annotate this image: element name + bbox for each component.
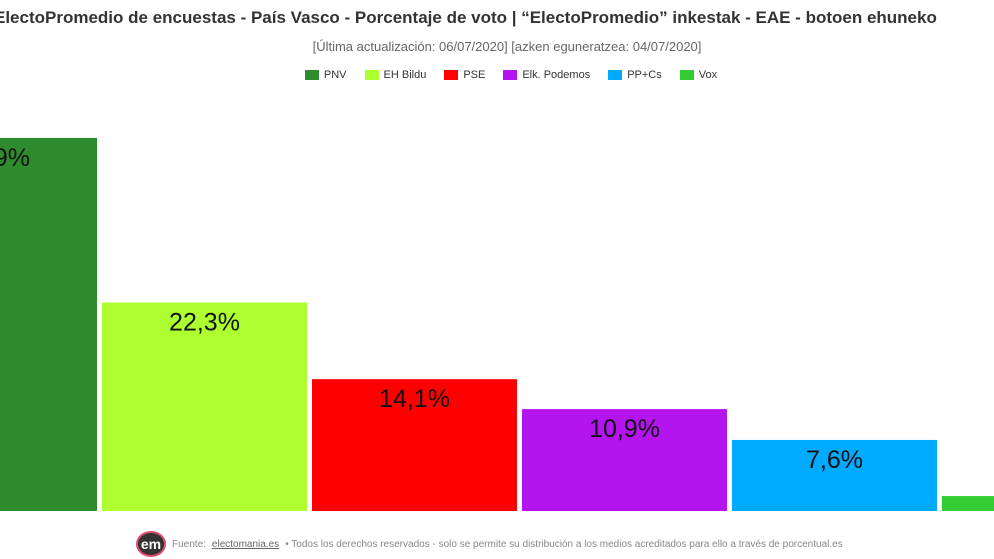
legend-item-pnv[interactable]: PNV	[304, 67, 347, 83]
legend-swatch	[364, 70, 379, 80]
logo-text: em	[140, 536, 162, 552]
legend-label: Elk. Podemos	[522, 69, 591, 81]
bar-value-label: 39,9%	[0, 144, 30, 172]
legend-swatch	[608, 70, 623, 80]
legend-swatch	[444, 70, 459, 80]
electomania-logo: em	[136, 531, 166, 557]
legend-swatch	[679, 70, 694, 80]
bar-elk-podemos[interactable]	[522, 409, 727, 511]
bar-vox[interactable]	[942, 496, 994, 511]
bar-eh-bildu[interactable]	[102, 302, 307, 511]
footer-link[interactable]: electomania.es	[211, 538, 280, 550]
chart-subtitle: [Última actualización: 06/07/2020] [azke…	[312, 39, 702, 54]
legend-label: EH Bildu	[383, 69, 427, 81]
bar-value-label: 10,9%	[589, 415, 660, 443]
legend-swatch	[503, 70, 518, 80]
bar-value-label: 7,6%	[806, 446, 863, 474]
footer-rights: • Todos los derechos reservados - solo s…	[285, 538, 843, 550]
legend-label: Vox	[698, 69, 718, 81]
legend: PNV EH Bildu PSE Elk. Podemos PP+Cs Vox	[0, 67, 994, 83]
footer-prefix: Fuente:	[172, 538, 206, 550]
legend-item-pp-cs[interactable]: PP+Cs	[608, 67, 662, 83]
legend-item-vox[interactable]: Vox	[679, 67, 718, 83]
chart-title: ElectoPromedio de encuestas - País Vasco…	[0, 8, 937, 27]
legend-label: PP+Cs	[627, 69, 662, 81]
legend-item-eh-bildu[interactable]: EH Bildu	[364, 67, 427, 83]
legend-label: PSE	[463, 69, 486, 81]
bar-value-label: 14,1%	[379, 385, 450, 413]
legend-swatch	[304, 70, 319, 80]
bar-pnv[interactable]	[0, 137, 97, 511]
bar-pse[interactable]	[312, 379, 517, 511]
legend-item-elk-podemos[interactable]: Elk. Podemos	[503, 67, 590, 83]
bar-pp-cs[interactable]	[732, 439, 937, 511]
legend-label: PNV	[323, 69, 347, 81]
footer: em Fuente: electomania.es • Todos los de…	[136, 530, 843, 558]
legend-item-pse[interactable]: PSE	[444, 67, 485, 83]
bar-value-label: 22,3%	[169, 308, 240, 336]
